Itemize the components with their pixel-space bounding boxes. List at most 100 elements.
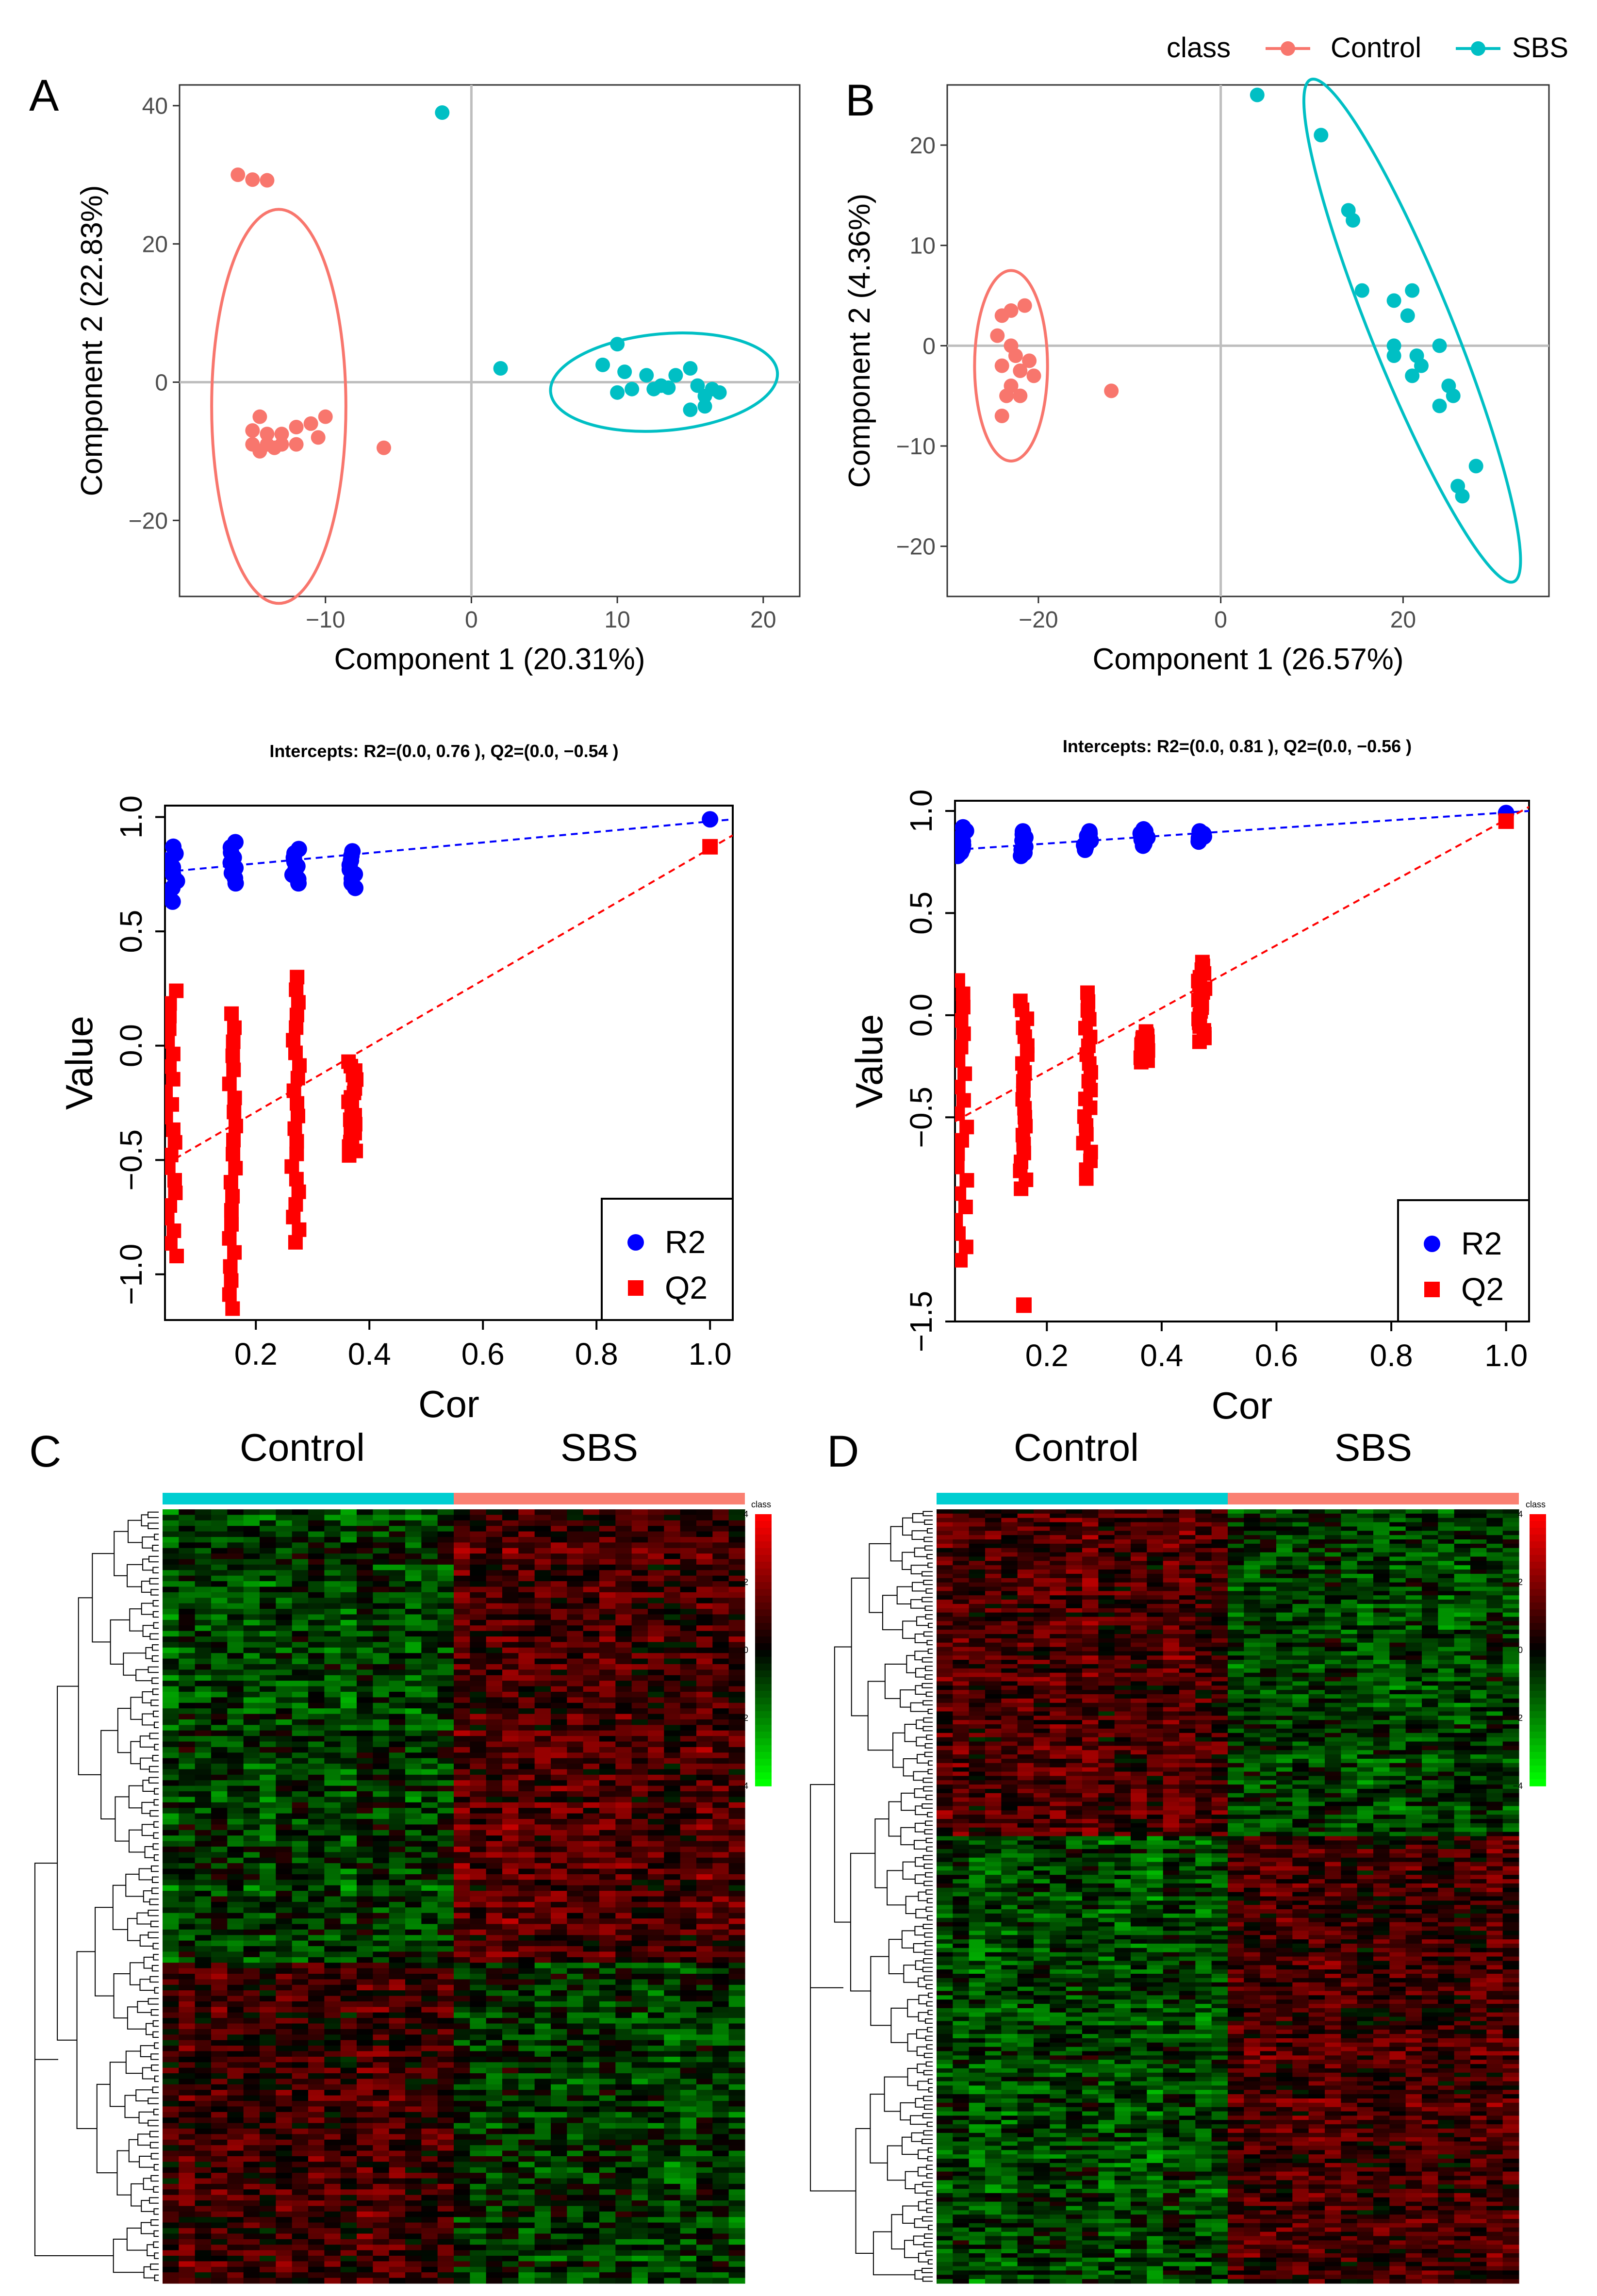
permutation-point-q2 [1195, 955, 1210, 970]
heatmap-cell [276, 1603, 293, 1609]
heatmap-cell [599, 1963, 616, 1969]
heatmap-cell [470, 1774, 487, 1781]
heatmap-cell [567, 1515, 584, 1521]
data-point-control [260, 173, 275, 188]
heatmap-cell [599, 2178, 616, 2184]
heatmap-cell [712, 1559, 729, 1565]
heatmap-cell [680, 1764, 697, 1770]
heatmap-cell [195, 1653, 212, 1659]
heatmap-cell [357, 1586, 373, 1593]
heatmap-cell [308, 1764, 325, 1770]
heatmap-cell [648, 1979, 664, 1985]
heatmap-cell [631, 1564, 648, 1570]
heatmap-cell [599, 2123, 616, 2129]
heatmap-cell [680, 1852, 697, 1858]
heatmap-cell [324, 2084, 341, 2090]
permutation-point-q2 [1138, 1024, 1153, 1039]
heatmap-cell [631, 1681, 648, 1687]
heatmap-cell [648, 1968, 664, 1974]
heatmap-cell [696, 2156, 713, 2162]
heatmap-cell [179, 1940, 196, 1947]
heatmap-cell [179, 1802, 196, 1808]
heatmap-cell [664, 1797, 681, 1803]
heatmap-cell [437, 1631, 454, 1637]
heatmap-cell [502, 1686, 519, 1692]
heatmap-cell [728, 1841, 745, 1847]
heatmap-cell [373, 1642, 390, 1648]
heatmap-cell [680, 1769, 697, 1775]
heatmap-cell [470, 2018, 487, 2024]
heatmap-cell [712, 1963, 729, 1969]
heatmap-cell [308, 1929, 325, 1935]
heatmap-cell [373, 2123, 390, 2129]
heatmap-cell [583, 1852, 600, 1858]
heatmap-cell [502, 1918, 519, 1925]
heatmap-cell [680, 1874, 697, 1880]
data-point-sbs [610, 385, 625, 400]
heatmap-cell [680, 1592, 697, 1598]
heatmap-cell [163, 1813, 179, 1819]
heatmap-cell [437, 2173, 454, 2179]
heatmap-cell [502, 1852, 519, 1858]
heatmap-cell [276, 1896, 293, 1902]
heatmap-cell [179, 2195, 196, 2201]
heatmap-cell [728, 2062, 745, 2068]
heatmap-cell [502, 1509, 519, 1515]
heatmap-cell [308, 2139, 325, 2146]
heatmap-cell [260, 1592, 276, 1598]
heatmap-cell [340, 1531, 357, 1537]
heatmap-cell [631, 1592, 648, 1598]
heatmap-cell [664, 1609, 681, 1615]
heatmap-cell [664, 1808, 681, 1814]
heatmap-cell [437, 2012, 454, 2018]
heatmap-cell [324, 1907, 341, 1914]
heatmap-cell [179, 2046, 196, 2052]
permutation-point-q2 [165, 1211, 175, 1226]
heatmap-cell [615, 1619, 632, 1626]
heatmap-cell [243, 1581, 260, 1587]
heatmap-cell [340, 1509, 357, 1515]
heatmap-cell [567, 1741, 584, 1748]
heatmap-cell [292, 1780, 309, 1786]
heatmap-cell [567, 1509, 584, 1515]
heatmap-cell [437, 2018, 454, 2024]
heatmap-cell [470, 2046, 487, 2052]
heatmap-cell [728, 1891, 745, 1897]
heatmap-cell [648, 1996, 664, 2002]
heatmap-cell [437, 1974, 454, 1980]
heatmap-cell [421, 2023, 438, 2030]
heatmap-cell [470, 1625, 487, 1632]
heatmap-cell [324, 1719, 341, 1725]
heatmap-cell [518, 1785, 535, 1792]
heatmap-cell [437, 2150, 454, 2157]
heatmap-cell [357, 2062, 373, 2068]
heatmap-cell [599, 2156, 616, 2162]
heatmap-cell [437, 1852, 454, 1858]
heatmap-cell [179, 1636, 196, 1643]
heatmap-cell [534, 1974, 551, 1980]
heatmap-cell [421, 1515, 438, 1521]
heatmap-cell [696, 1719, 713, 1725]
heatmap-cell [486, 1548, 503, 1554]
heatmap-cell [211, 1868, 228, 1875]
heatmap-cell [470, 1586, 487, 1593]
heatmap-cell [615, 1797, 632, 1803]
heatmap-cell [308, 1531, 325, 1537]
heatmap-cell [583, 1542, 600, 1549]
heatmap-cell [712, 1764, 729, 1770]
heatmap-cell [195, 2101, 212, 2107]
heatmap-cell [631, 1819, 648, 1825]
heatmap-cell [405, 1520, 422, 1526]
heatmap-cell [664, 1874, 681, 1880]
heatmap-cell [324, 2112, 341, 2118]
heatmap-cell [502, 1968, 519, 1974]
heatmap-cell [599, 1918, 616, 1925]
heatmap-cell [567, 1592, 584, 1598]
heatmap-cell [502, 1697, 519, 1703]
heatmap-cell [340, 1708, 357, 1715]
heatmap-cell [648, 1548, 664, 1554]
heatmap-cell [567, 1658, 584, 1665]
heatmap-cell [437, 1913, 454, 1919]
heatmap-cell [728, 1780, 745, 1786]
heatmap-cell [211, 2150, 228, 2157]
